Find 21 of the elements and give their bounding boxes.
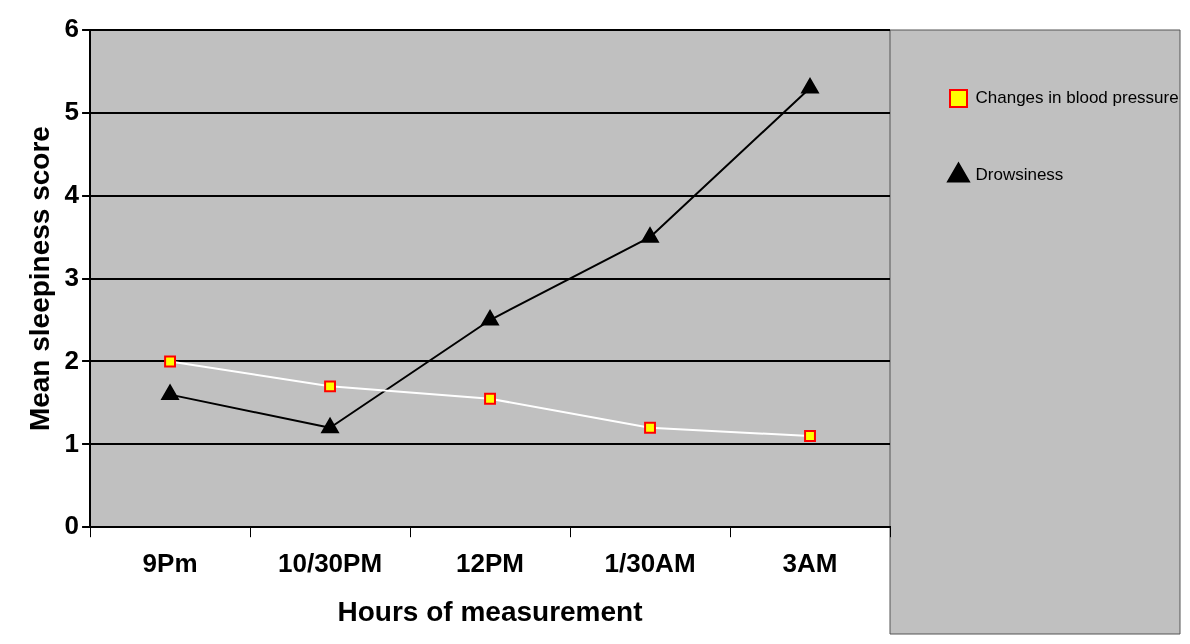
y-tick-label: 4 [64, 178, 80, 209]
point [161, 384, 179, 401]
y-tick-label: 1 [64, 427, 80, 458]
y-tick-label: 2 [64, 344, 80, 375]
point [641, 227, 659, 243]
point [321, 417, 339, 434]
y-tick-label: 3 [64, 261, 80, 292]
y-tick-label: 5 [64, 96, 80, 127]
x-axis-title: Hours of measurement [337, 595, 643, 627]
point [801, 78, 819, 94]
x-tick-label: 9Pm [142, 547, 198, 578]
y-axis-title: Mean sleepiness score [23, 126, 55, 432]
point [481, 310, 499, 326]
y-tick-label: 0 [64, 510, 80, 541]
legend-label: Changes in blood pressure [975, 88, 1179, 108]
y-tick-label: 6 [64, 13, 80, 44]
x-tick-label: 1/30AM [604, 547, 696, 578]
x-tick-label: 3AM [782, 547, 838, 578]
x-tick-label: 10/30PM [278, 547, 383, 578]
x-tick-label: 12PM [456, 547, 524, 578]
legend-label: Drowsiness [975, 165, 1064, 185]
